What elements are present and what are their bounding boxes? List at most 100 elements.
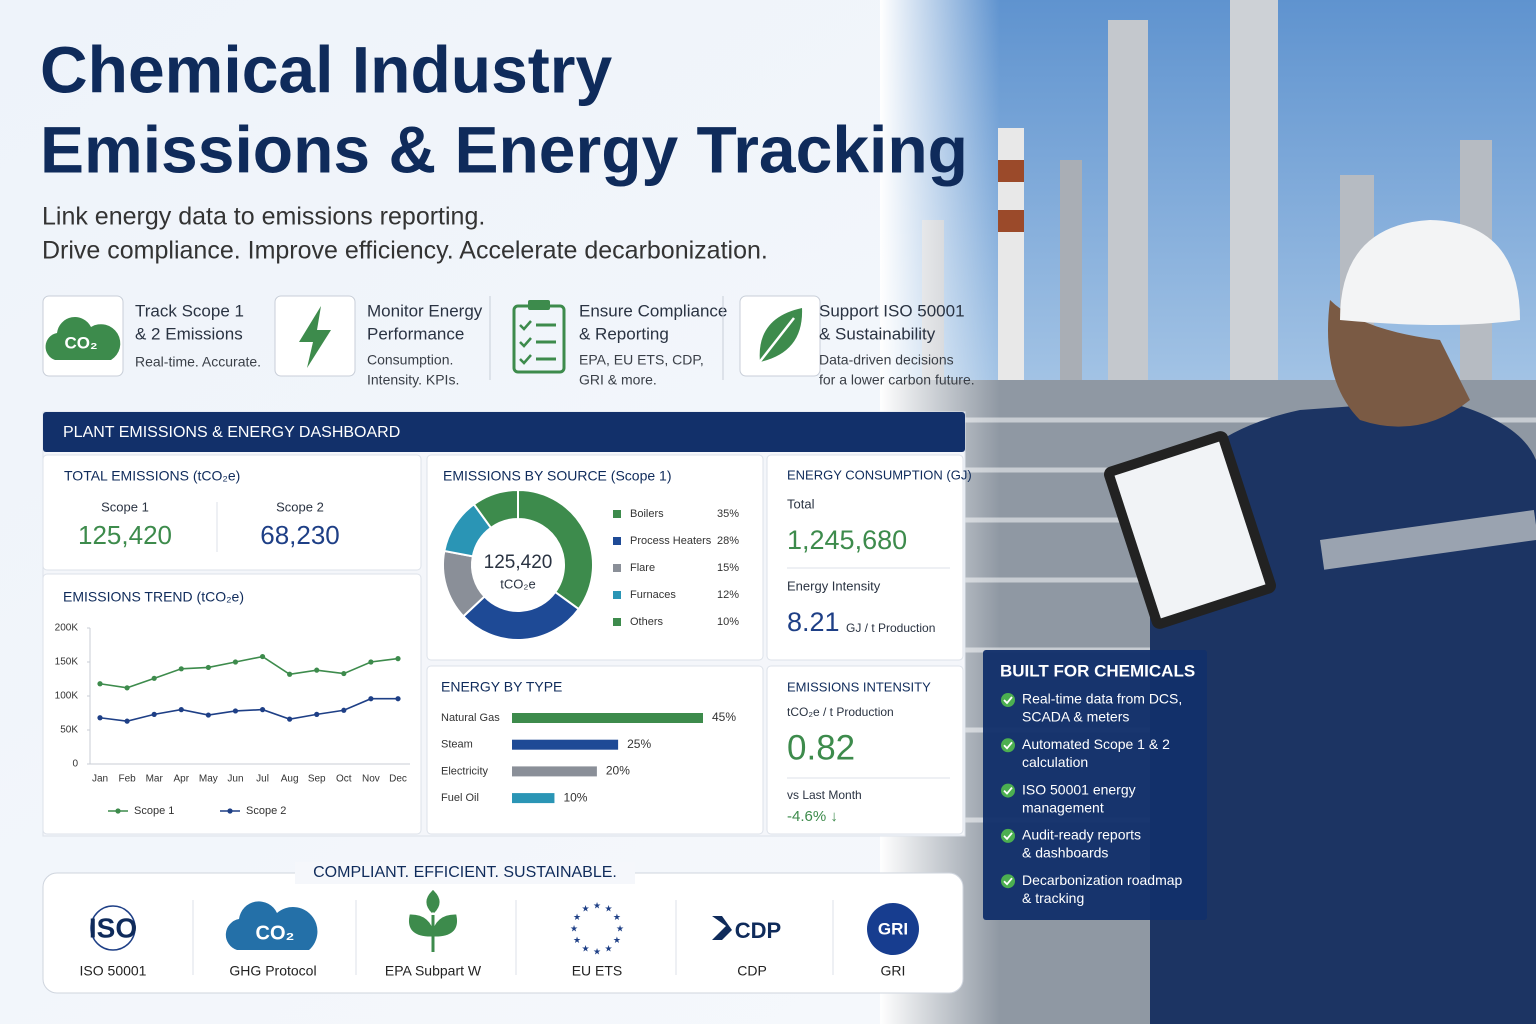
x-tick-label: May [199,774,218,785]
legend-label: Furnaces [630,589,676,601]
x-tick-label: Dec [389,774,407,785]
feature-desc: GRI & more. [579,372,657,388]
y-tick-label: 200K [55,623,79,634]
eu-star: ★ [616,923,624,933]
feature-title: & Reporting [579,324,669,343]
panel [426,665,764,835]
bar [512,766,597,777]
check-circle [1001,828,1015,843]
x-tick-label: Aug [281,774,299,785]
donut-slice [472,488,519,530]
panel-title: EMISSIONS INTENSITY [787,679,931,694]
bar [512,713,703,723]
panel-title: EMISSIONS TREND (tCO₂e) [63,589,244,605]
compliance-frame [42,872,964,994]
bar [512,739,619,750]
list-item: management [1022,799,1104,815]
data-label: 28% [717,535,739,547]
trend-point [151,675,157,681]
bar-label: Electricity [441,765,489,777]
gri-logo: GRI [878,919,908,938]
gri-circle [867,903,919,955]
logo-caption: EU ETS [572,963,623,979]
hard-hat [1340,220,1520,325]
donut-slice [517,488,594,611]
trend-point [178,666,184,672]
list-item: Real-time data from DCS, [1022,691,1182,707]
check [1003,741,1013,750]
panel [42,573,422,835]
trend-line [99,697,398,722]
stat-label: Scope 2 [276,499,324,514]
logo-caption: GHG Protocol [229,963,316,979]
trend-line [99,655,399,689]
feature-desc: EPA, EU ETS, CDP, [579,352,704,368]
trend-point [287,716,293,722]
check-circle [1001,738,1015,753]
clipboard-clip [528,300,550,310]
feature-desc: for a lower carbon future. [819,372,975,388]
subtitle: Drive compliance. Improve efficiency. Ac… [42,237,768,265]
stat-value: 1,245,680 [787,525,907,555]
iso-logo: ISO [89,912,137,943]
list-item: Decarbonization roadmap [1022,872,1183,888]
feature-title: Performance [367,324,464,343]
eu-star: ★ [604,903,612,913]
check-circle [1001,874,1015,889]
check [1003,877,1013,886]
chimney-band [998,160,1024,182]
x-tick-label: Sep [308,774,326,785]
plant-photo [880,0,1536,1024]
eu-star: ★ [593,900,601,910]
data-label: 25% [627,737,651,751]
eu-star: ★ [581,943,589,953]
panel [766,454,964,661]
cloud-icon [45,317,121,360]
trend-point [314,711,320,717]
bar-label: Steam [441,739,473,751]
y-tick-label: 50K [60,725,78,736]
list-item: & tracking [1022,890,1084,906]
eu-star: ★ [613,935,621,945]
feature-desc: Intensity. KPIs. [367,372,459,388]
eu-star: ★ [573,935,581,945]
tower [1108,20,1148,450]
feature-desc: Real-time. Accurate. [135,354,261,370]
x-tick-label: Mar [146,774,164,785]
donut-center-unit: tCO₂e [500,576,535,591]
y-tick-label: 0 [72,759,78,770]
stat-label: Energy Intensity [787,578,881,593]
list-item: Audit-ready reports [1022,827,1141,843]
trend-point [205,712,211,718]
stat-label: vs Last Month [787,788,862,802]
logo-caption: GRI [881,963,906,979]
legend-swatch [613,591,621,599]
icon-label: CO₂ [64,333,97,352]
data-label: 45% [712,710,736,724]
check-circle [1001,783,1015,798]
list-item: Automated Scope 1 & 2 [1022,736,1170,752]
subtitle: Link energy data to emissions reporting. [42,203,485,231]
legend-dot [115,808,121,814]
list-item: SCADA & meters [1022,709,1129,725]
panel-title: ENERGY BY TYPE [441,679,562,695]
cloud-logo-label: CO₂ [256,922,295,944]
feature-title: & Sustainability [819,324,936,343]
stat-change: -4.6% ↓ [787,808,838,825]
eu-star: ★ [604,943,612,953]
stat-unit: tCO₂e / t Production [787,705,894,719]
stat-unit: GJ / t Production [846,621,935,635]
x-tick-label: Oct [336,774,352,785]
x-tick-label: Jun [227,774,243,785]
eu-star: ★ [573,912,581,922]
legend-swatch [613,537,621,545]
leaf-vein [757,317,795,365]
eu-star: ★ [613,912,621,922]
check-circle [1001,693,1015,707]
y-tick-label: 150K [55,657,79,668]
data-label: 10% [563,790,587,804]
section-title: COMPLIANT. EFFICIENT. SUSTAINABLE. [313,864,617,881]
stat-label: Total [787,496,815,511]
